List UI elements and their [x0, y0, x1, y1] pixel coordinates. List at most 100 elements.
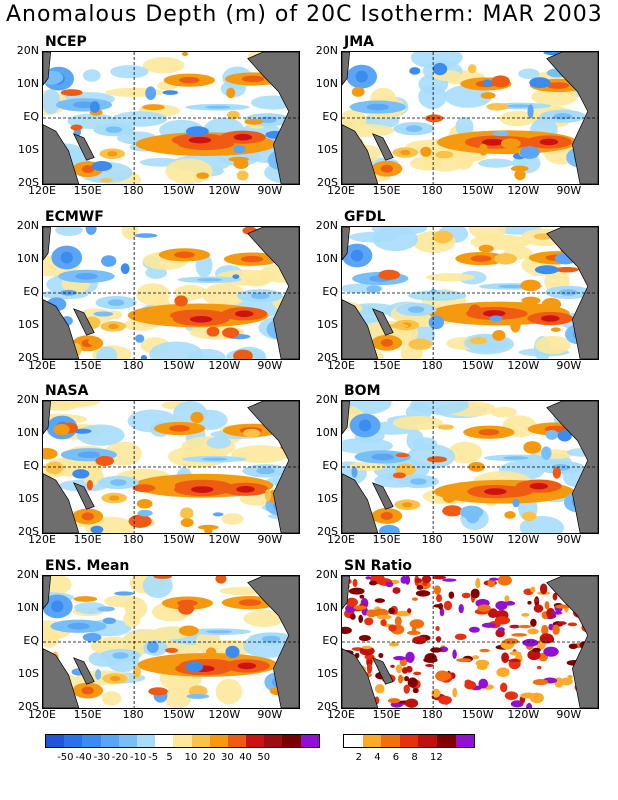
sn-spot: [358, 614, 364, 624]
colorbar-swatch: [100, 735, 119, 747]
anomaly-spot: [60, 89, 83, 97]
anomaly-core: [482, 310, 506, 317]
land-mass: [43, 473, 80, 533]
lon-tick-label: 90W: [556, 184, 582, 197]
colorbar-label: 5: [166, 752, 173, 763]
lon-tick-label: 120W: [507, 708, 540, 721]
anomaly-spot: [180, 507, 194, 520]
sn-spot: [435, 625, 440, 631]
sn-spot: [374, 683, 385, 694]
tint-patch: [468, 227, 507, 240]
lat-tick-label: EQ: [322, 634, 338, 647]
lat-tick-label: 20S: [18, 176, 39, 189]
colorbar-swatch: [381, 735, 400, 747]
anomaly-spot: [222, 327, 240, 339]
anomaly-spot: [70, 124, 83, 131]
tint-patch: [55, 227, 83, 236]
anomaly-spot: [178, 602, 195, 615]
anomaly-core: [107, 299, 125, 306]
anomaly-spot: [541, 446, 552, 460]
anomaly-spot: [486, 102, 509, 111]
lon-tick-label: 150E: [372, 359, 401, 372]
lon-tick-label: 90W: [257, 533, 283, 546]
colorbar-swatch: [455, 735, 475, 747]
lat-tick-label: EQ: [23, 285, 39, 298]
land-mass: [247, 227, 299, 359]
anomaly-spot: [43, 448, 58, 460]
land-mass: [372, 482, 394, 510]
sn-spot: [489, 577, 499, 581]
colorbar-label: -10: [130, 752, 147, 763]
panel-label: NASA: [45, 383, 89, 399]
colorbar-label: -30: [93, 752, 110, 763]
anomaly-core: [188, 136, 212, 144]
anomaly-spot: [478, 143, 488, 156]
colorbar-label: 2: [355, 752, 362, 763]
anomaly-core: [190, 486, 214, 493]
sn-spot: [497, 576, 512, 586]
tint-patch: [407, 444, 455, 469]
anomaly-spot: [186, 693, 210, 699]
lat-tick-label: EQ: [23, 459, 39, 472]
lat-tick-label: 10S: [18, 318, 39, 331]
tint-patch: [349, 231, 398, 243]
anomaly-spot: [225, 645, 240, 659]
sn-spot: [568, 643, 578, 649]
sn-spot: [503, 638, 519, 645]
lon-tick-label: 150E: [73, 708, 102, 721]
anomaly-spot: [478, 244, 494, 253]
anomaly-spot: [430, 289, 437, 294]
anomaly-core: [169, 425, 190, 432]
panel-label: ENS. Mean: [45, 558, 130, 574]
sn-spot: [364, 617, 374, 626]
anomaly-spot: [432, 230, 453, 244]
anomaly-spot: [91, 160, 113, 172]
anomaly-map: [43, 227, 299, 359]
colorbar-swatch: [300, 735, 319, 747]
lat-tick-label: EQ: [322, 110, 338, 123]
lat-tick-label: 10S: [317, 318, 338, 331]
sn-spot: [468, 626, 480, 633]
land-mass: [43, 576, 52, 610]
sn-spot: [522, 638, 539, 647]
anomaly-spot: [226, 87, 236, 99]
anomaly-spot: [492, 330, 506, 341]
sn-spot: [472, 655, 480, 660]
lon-tick-label: 150E: [372, 184, 401, 197]
sn-spot: [533, 604, 544, 613]
sn-spot: [479, 648, 490, 653]
land-mass: [342, 52, 351, 86]
lon-tick-label: 180: [122, 708, 144, 721]
land-mass: [247, 576, 299, 708]
lat-tick-label: 20S: [317, 176, 338, 189]
colorbar-label: 30: [221, 752, 234, 763]
colorbar-label: -20: [111, 752, 129, 763]
tint-patch: [531, 87, 578, 106]
lat-tick-label: EQ: [322, 285, 338, 298]
anomaly-spot: [480, 92, 496, 99]
anomaly-spot: [128, 514, 152, 528]
anomaly-core: [206, 630, 232, 634]
anomaly-spot: [378, 524, 400, 533]
lat-tick-label: 10S: [18, 667, 39, 680]
sn-spot: [405, 698, 419, 708]
sn-spot: [411, 597, 419, 601]
lat-tick-label: 10S: [18, 143, 39, 156]
land-mass: [342, 473, 379, 533]
lat-tick-label: 10N: [315, 426, 338, 439]
sn-spot: [425, 663, 434, 667]
land-mass: [546, 576, 598, 708]
lon-tick-label: 90W: [257, 184, 283, 197]
anomaly-spot: [114, 591, 134, 596]
sn-spot: [442, 578, 457, 582]
lon-tick-label: 180: [421, 184, 443, 197]
anomaly-core: [546, 82, 570, 89]
sn-spot: [407, 608, 412, 614]
sn-spot: [398, 674, 404, 684]
colorbar-swatch: [82, 735, 101, 747]
sn-spot: [520, 692, 537, 699]
colorbar-label: 6: [392, 752, 400, 763]
lon-tick-label: 120E: [28, 533, 56, 546]
sn-spot: [413, 671, 422, 676]
anomaly-spot: [185, 126, 209, 137]
